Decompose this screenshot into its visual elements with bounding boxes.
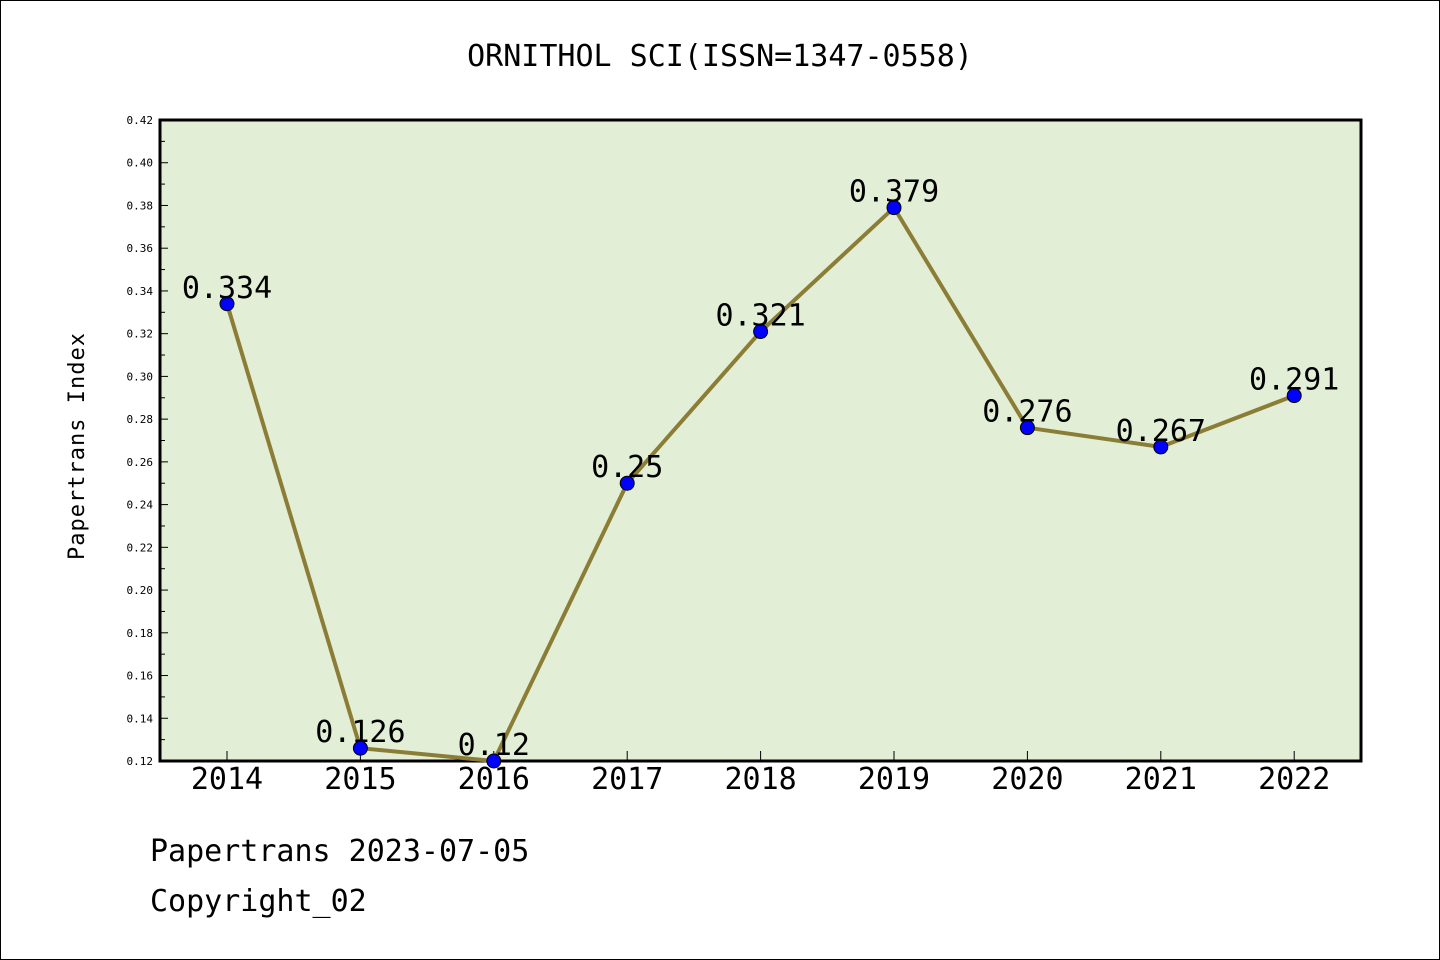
y-tick-label: 0.34 — [127, 285, 154, 298]
y-tick-label: 0.32 — [127, 328, 154, 341]
y-axis-ticks: 0.12 0.14 0.16 0.18 0.20 0.22 0.24 0.26 0.28 0.30… — [127, 114, 168, 768]
data-point-marker — [486, 753, 502, 769]
data-point-marker — [352, 740, 368, 756]
data-point-label: 0.276 — [982, 395, 1072, 430]
x-tick-label: 2019 — [858, 762, 930, 797]
data-point-label: 0.12 — [458, 728, 530, 763]
y-tick-label: 0.40 — [127, 157, 154, 170]
data-point-label: 0.291 — [1249, 363, 1339, 398]
y-tick-label: 0.12 — [127, 755, 154, 768]
y-tick-label: 0.30 — [127, 370, 154, 383]
x-tick-label: 2014 — [191, 762, 263, 797]
y-axis-label: Papertrans Index — [65, 332, 90, 560]
y-tick-label: 0.20 — [127, 584, 154, 597]
x-axis-ticks: 2014 2015 2016 2017 2018 2019 2020 2021 2022 — [191, 751, 1330, 797]
data-point-label: 0.334 — [182, 271, 272, 306]
data-point-label: 0.25 — [591, 450, 663, 485]
x-tick-label: 2021 — [1125, 762, 1197, 797]
data-point-label: 0.267 — [1116, 414, 1206, 449]
y-tick-label: 0.24 — [127, 499, 154, 512]
x-tick-label: 2017 — [591, 762, 663, 797]
y-tick-label: 0.16 — [127, 670, 154, 683]
data-point-marker — [619, 475, 635, 491]
data-point-marker — [219, 296, 235, 312]
y-tick-label: 0.22 — [127, 541, 154, 554]
data-point-marker — [1153, 439, 1169, 455]
y-tick-label: 0.14 — [127, 712, 154, 725]
x-tick-label: 2015 — [324, 762, 396, 797]
chart-title: ORNITHOL SCI(ISSN=1347-0558) — [467, 39, 973, 74]
data-point-marker — [886, 200, 902, 216]
data-point-label: 0.126 — [315, 715, 405, 750]
x-tick-label: 2020 — [991, 762, 1063, 797]
y-tick-label: 0.42 — [127, 114, 154, 127]
footer-date-text: Papertrans 2023-07-05 — [150, 834, 530, 869]
footer-copyright-text: Copyright_02 — [150, 884, 367, 919]
data-point-label: 0.379 — [849, 175, 939, 210]
series-markers — [219, 200, 1302, 769]
y-tick-label: 0.28 — [127, 413, 154, 426]
data-point-label: 0.321 — [715, 299, 805, 334]
data-point-marker — [1286, 388, 1302, 404]
y-tick-label: 0.36 — [127, 242, 154, 255]
data-point-marker — [1019, 420, 1035, 436]
y-tick-label: 0.38 — [127, 199, 154, 212]
data-labels: 0.334 0.126 0.12 0.25 0.321 0.379 0.276 0.267 0.… — [182, 175, 1340, 763]
x-tick-label: 2018 — [724, 762, 796, 797]
data-point-marker — [753, 324, 769, 340]
y-tick-label: 0.26 — [127, 456, 154, 469]
x-tick-label: 2022 — [1258, 762, 1330, 797]
y-tick-label: 0.18 — [127, 627, 154, 640]
